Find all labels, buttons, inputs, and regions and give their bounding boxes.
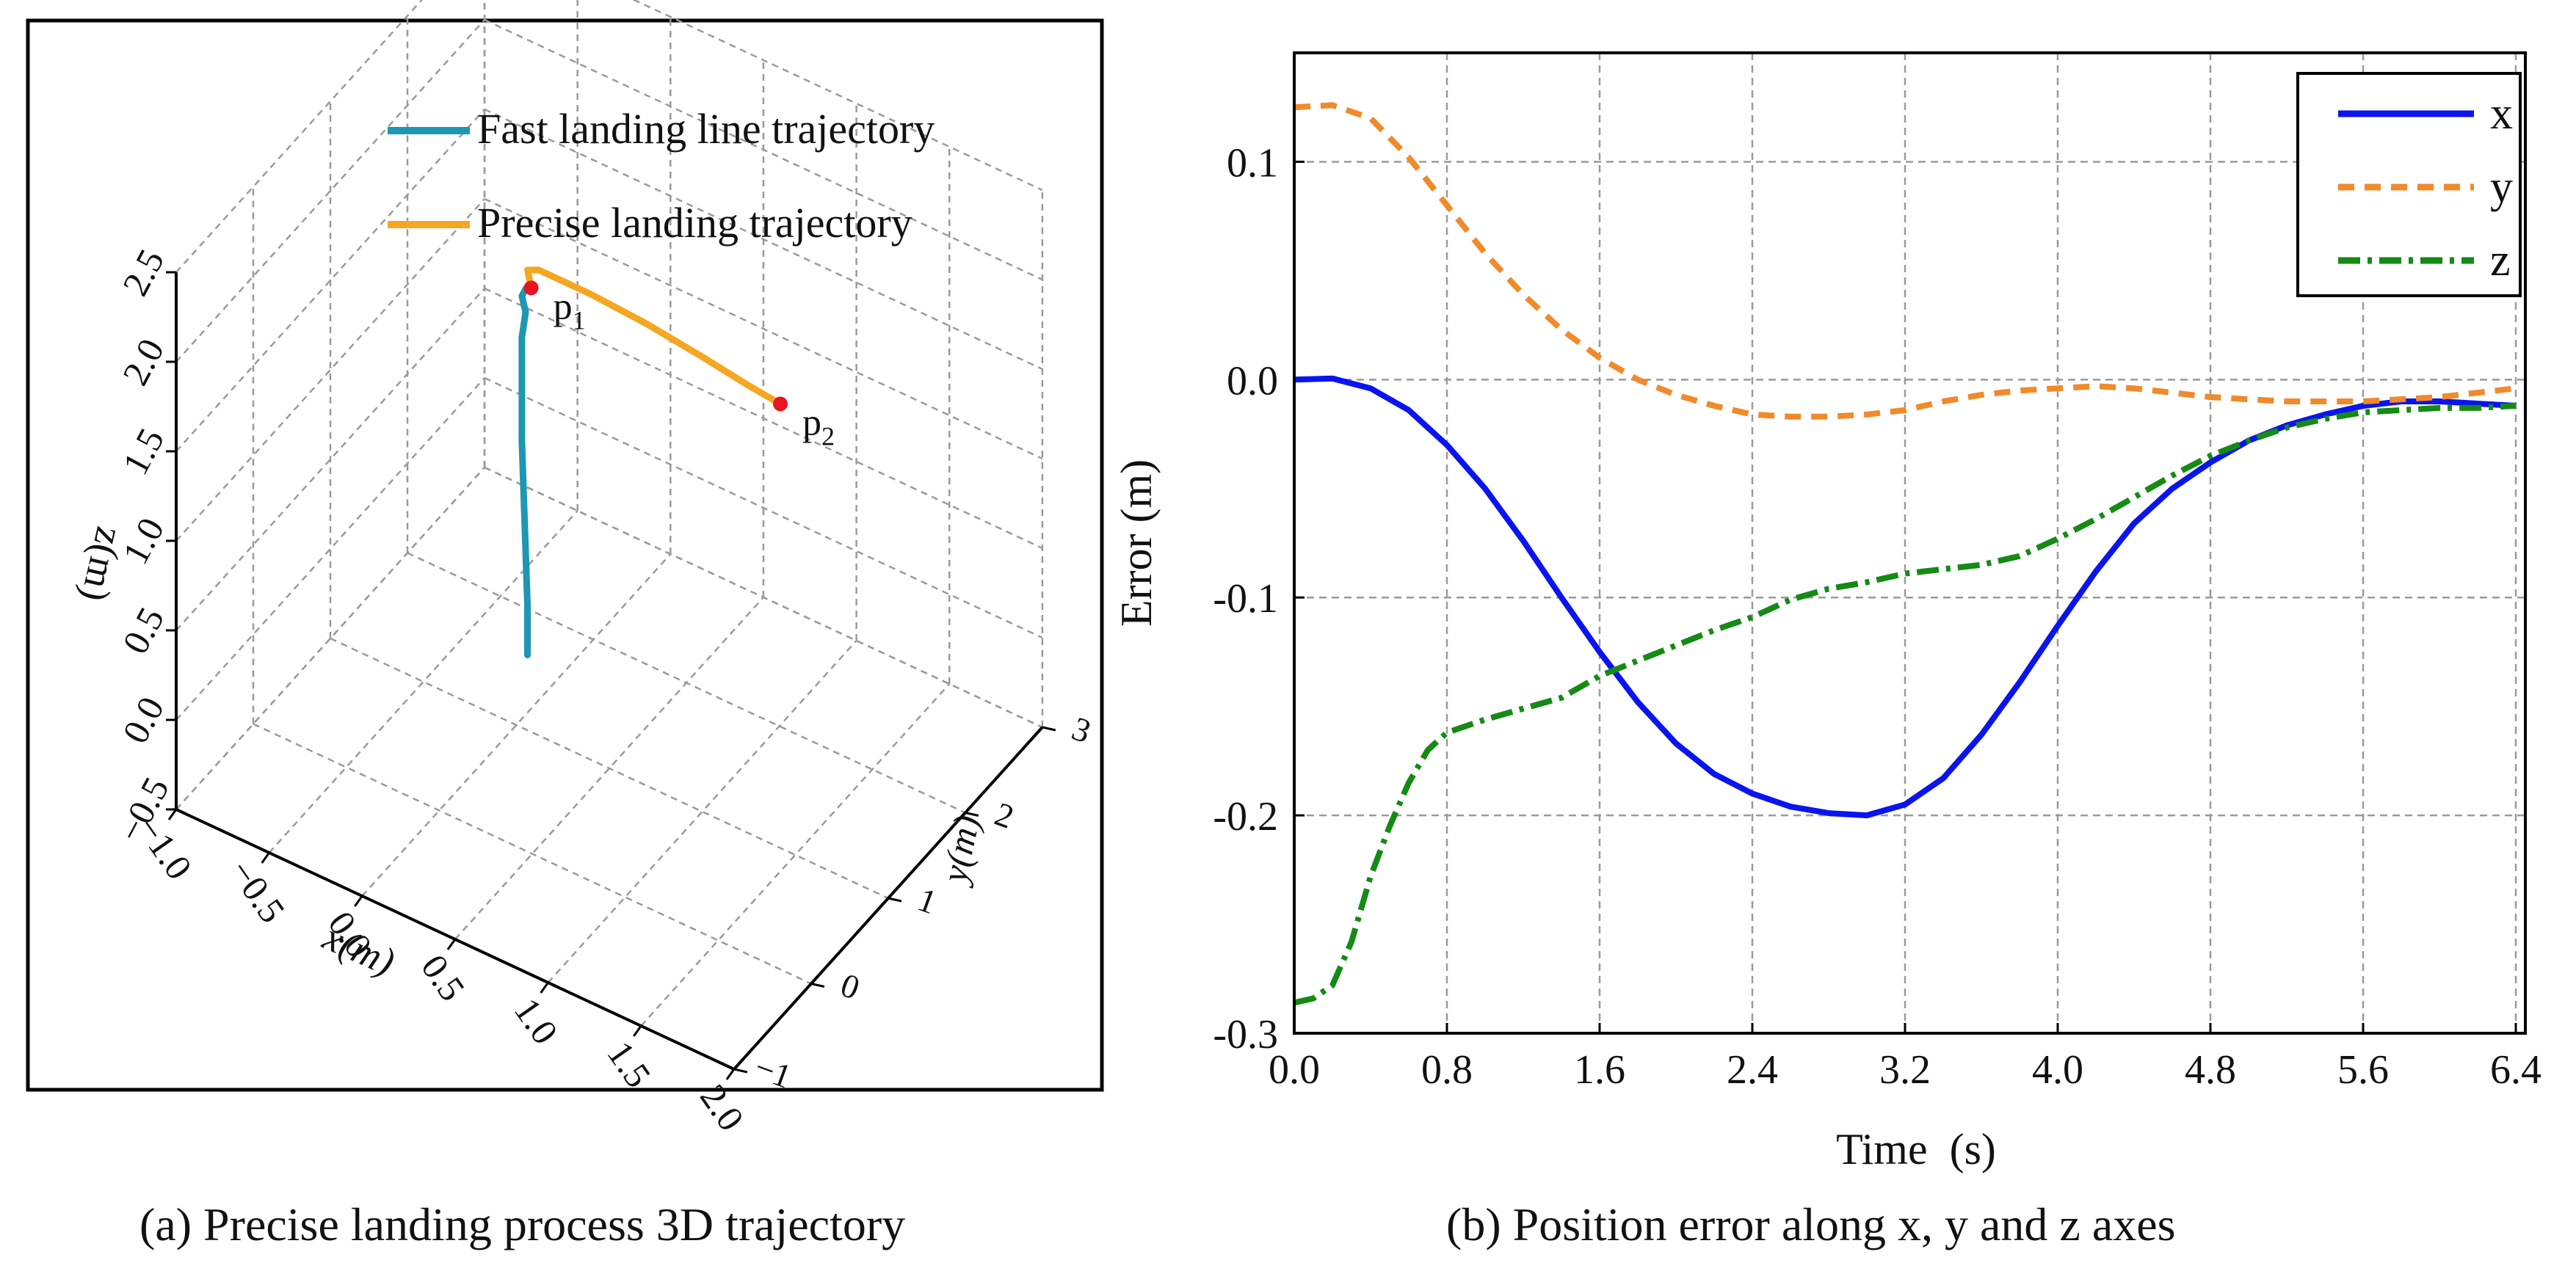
x-tick-label: 1.0 [507, 991, 567, 1052]
b-y-tick-label: -0.1 [1213, 576, 1278, 622]
label-p2: p2 [802, 401, 835, 451]
b-x-tick-label: 5.6 [2337, 1047, 2389, 1093]
x-tick-label: 2.0 [692, 1077, 752, 1138]
grid-floor-y [407, 552, 966, 814]
z-tick-label: 0.0 [115, 690, 173, 749]
grid-floor-x [361, 553, 672, 897]
y-tick-label: 2 [990, 795, 1019, 836]
b-x-tick-label: 3.2 [1879, 1047, 1931, 1093]
panel-a-tick-labels: −0.50.00.51.01.52.02.5−1.0−0.50.00.51.01… [109, 242, 1096, 1138]
panel-a-caption: (a) Precise landing process 3D trajector… [139, 1198, 905, 1250]
panel-b-plot-frame [1293, 51, 2527, 1035]
panel-b-grid [1294, 53, 2525, 1033]
grid-floor-x [454, 597, 764, 940]
series-z-line [1294, 403, 2517, 1006]
x-tick-label: −0.5 [222, 852, 294, 930]
b-x-tick-label: 2.4 [1727, 1047, 1778, 1093]
panel-b-series [1294, 102, 2517, 1006]
grid-back-z [484, 287, 1043, 550]
b-y-tick-label: 0.0 [1227, 358, 1278, 404]
x-tick [167, 809, 178, 820]
z-axis-label: z(m) [73, 523, 132, 606]
grid-left-z [175, 198, 485, 542]
x-tick [354, 895, 363, 907]
series-x-line [1294, 375, 2517, 819]
fast-landing-line [518, 284, 535, 659]
panel-a-grid [175, 0, 1044, 1071]
x-tick [261, 852, 270, 864]
b-x-tick-label: 0.8 [1421, 1047, 1473, 1093]
grid-back-z [484, 197, 1043, 460]
grid-left-z [175, 109, 485, 452]
z-tick-label: 2.0 [115, 332, 173, 391]
grid-back-z [484, 18, 1043, 281]
x-tick-label: 0.5 [413, 947, 474, 1008]
b-x-tick-label: 1.6 [1574, 1047, 1625, 1093]
legend-label-z: z [2490, 236, 2511, 285]
x-tick [446, 939, 457, 950]
legend-label-y: y [2490, 162, 2513, 212]
grid-floor-x [640, 683, 951, 1027]
y-tick [733, 1068, 748, 1074]
y-tick [965, 812, 979, 817]
b-y-tick-label: -0.2 [1213, 794, 1278, 840]
x-tick-label: 1.5 [599, 1034, 659, 1095]
grid-left-z [175, 0, 424, 273]
point-p2 [772, 396, 788, 412]
panel-a-axes [166, 271, 1056, 1080]
b-y-axis-label: Error (m) [1112, 459, 1161, 627]
legend-label-fast: Fast landing line trajectory [477, 105, 935, 153]
b-x-tick-label: 4.0 [2032, 1047, 2083, 1093]
point-p1 [523, 280, 539, 296]
b-x-tick-label: 0.0 [1269, 1047, 1320, 1093]
legend-label-precise: Precise landing trajectory [477, 199, 913, 247]
y-tick-label: 1 [913, 881, 942, 922]
b-y-tick-label: -0.3 [1213, 1012, 1278, 1057]
panel-b-legend: x y z [2296, 72, 2522, 297]
grid-floor-y [330, 637, 889, 900]
b-x-tick-label: 4.8 [2185, 1047, 2236, 1093]
panel-b-error-chart: 0.0 0.8 1.6 2.4 3.2 4.0 4.8 5.6 6.4 -0.3 -0.2 -0.1 0… [1112, 51, 2541, 1250]
precise-landing-line [524, 266, 784, 407]
grid-left-z [175, 377, 485, 721]
z-tick-label: 2.5 [115, 242, 173, 302]
y-tick [810, 983, 825, 988]
panel-a-legend: Fast landing line trajectory Precise lan… [388, 105, 935, 247]
y-tick [888, 897, 902, 903]
b-y-tick-label: 0.1 [1227, 140, 1278, 186]
grid-back-z [484, 376, 1043, 639]
grid-left-z [175, 288, 485, 631]
b-x-axis-label: Time (s) [1836, 1125, 1996, 1173]
grid-back-z [484, 108, 1043, 371]
grid-left-z [175, 19, 485, 363]
x-tick [633, 1025, 642, 1037]
z-tick-label: 1.5 [115, 421, 173, 481]
z-tick-label: 0.5 [115, 600, 173, 660]
y-axis-label: y(m) [932, 812, 987, 889]
x-tick [725, 1068, 736, 1080]
y-tick-label: 3 [1067, 710, 1096, 751]
y-tick-label: 0 [836, 966, 865, 1007]
y-tick [1042, 726, 1056, 732]
grid-floor-x [175, 467, 485, 810]
grid-floor-y [253, 723, 812, 985]
grid-floor-y [484, 466, 1043, 729]
panel-b-ticks: 0.0 0.8 1.6 2.4 3.2 4.0 4.8 5.6 6.4 -0.3 -0.2 -0.1 0… [1213, 140, 2541, 1093]
legend-label-x: x [2490, 89, 2513, 139]
grid-back-z [631, 0, 1043, 192]
series-y-line [1294, 102, 2517, 420]
panel-b-caption: (b) Position error along x, y and z axes [1446, 1198, 2176, 1250]
grid-floor-x [547, 640, 857, 983]
grid-floor-x [268, 510, 578, 853]
b-x-tick-label: 6.4 [2490, 1047, 2541, 1093]
x-tick [540, 982, 549, 994]
panel-a-frame [26, 18, 1104, 1092]
